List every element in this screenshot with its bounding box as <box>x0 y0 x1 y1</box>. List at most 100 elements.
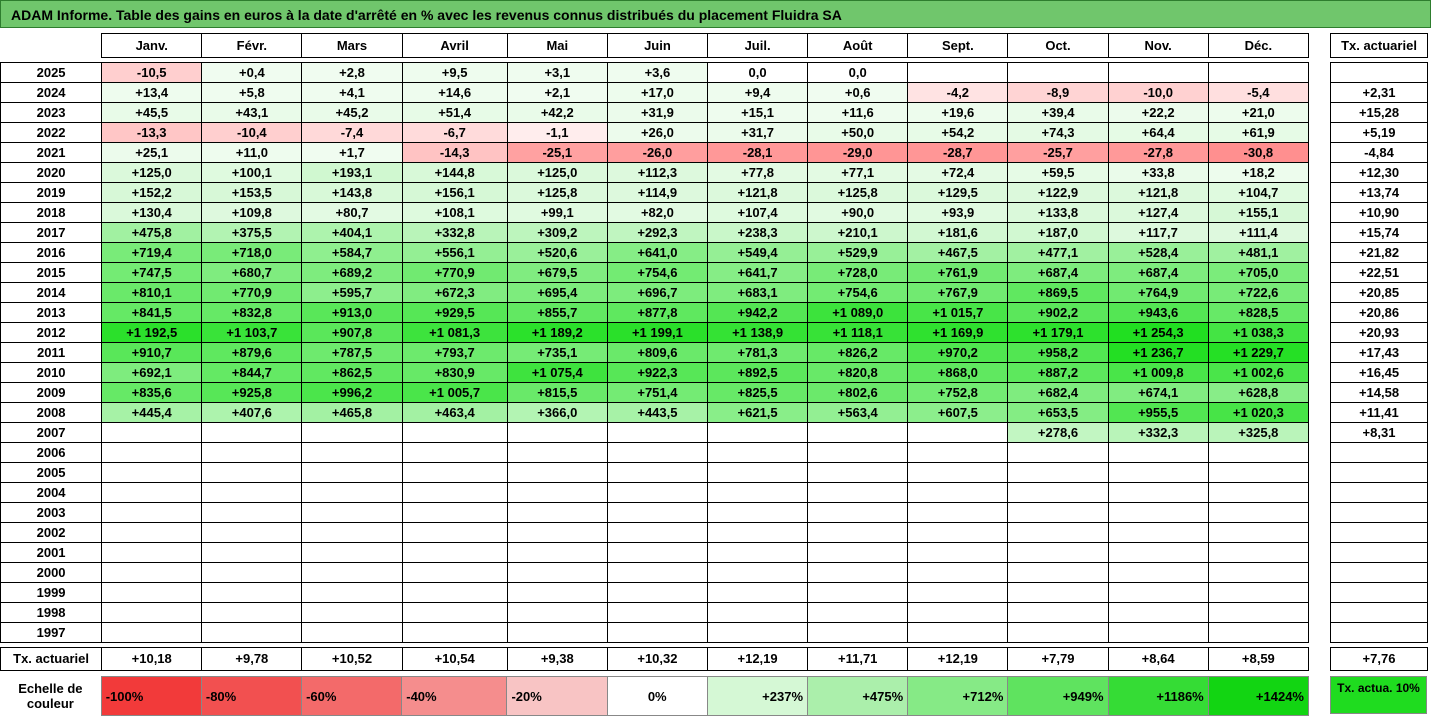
value-cell: +770,9 <box>201 282 303 303</box>
value-cell: +793,7 <box>401 342 508 363</box>
year-cell: 2021 <box>0 142 103 163</box>
value-cell: +907,8 <box>301 322 403 343</box>
table-row: 2016 +719,4 +718,0 +584,7 +556,1 +520,6 +641,0… <box>0 242 1310 263</box>
value-cell <box>807 462 909 483</box>
value-cell: +679,5 <box>506 262 608 283</box>
value-cell: +155,1 <box>1207 202 1310 223</box>
value-cell <box>907 522 1009 543</box>
value-cell <box>506 422 608 443</box>
value-cell: -28,7 <box>907 142 1009 163</box>
value-cell: -25,1 <box>506 142 608 163</box>
value-cell <box>401 422 508 443</box>
value-cell: +193,1 <box>301 162 403 183</box>
value-cell: +1 192,5 <box>101 322 203 343</box>
month-header: Avril <box>401 33 508 58</box>
value-cell <box>706 622 809 643</box>
value-cell: +152,2 <box>101 182 203 203</box>
value-cell: +929,5 <box>401 302 508 323</box>
table-row: 2025 -10,5 +0,4 +2,8 +9,5 +3,1 +3,6 0,0 0,0 <box>0 62 1310 83</box>
value-cell <box>1107 602 1209 623</box>
footer-cell: +9,78 <box>201 647 303 671</box>
value-cell: +31,7 <box>706 122 809 143</box>
value-cell <box>1207 542 1310 563</box>
value-cell: +125,8 <box>506 182 608 203</box>
value-cell <box>401 522 508 543</box>
month-header: Mai <box>506 33 608 58</box>
value-cell <box>201 502 303 523</box>
value-cell: +14,6 <box>401 82 508 103</box>
value-cell <box>201 582 303 603</box>
value-cell <box>1007 462 1109 483</box>
value-cell: +100,1 <box>201 162 303 183</box>
value-cell: +892,5 <box>706 362 809 383</box>
value-cell: +607,5 <box>907 402 1009 423</box>
value-cell <box>1007 502 1109 523</box>
tx-cell: +8,31 <box>1330 422 1428 443</box>
tx-cell <box>1330 62 1428 83</box>
table-row: 2009 +835,6 +925,8 +996,2 +1 005,7 +815,5 +751… <box>0 382 1310 403</box>
value-cell: +862,5 <box>301 362 403 383</box>
value-cell <box>506 442 608 463</box>
value-cell: +705,0 <box>1207 262 1310 283</box>
tx-actuariel-table: Tx. actuariel +2,31 +15,28 +5,19 -4,84 +12,30… <box>1330 33 1428 671</box>
value-cell <box>401 542 508 563</box>
value-cell <box>807 582 909 603</box>
value-cell <box>807 542 909 563</box>
value-cell: -29,0 <box>807 142 909 163</box>
value-cell: +127,4 <box>1107 202 1209 223</box>
table-row: 2018 +130,4 +109,8 +80,7 +108,1 +99,1 +82,0 +10… <box>0 202 1310 223</box>
value-cell <box>807 622 909 643</box>
year-cell: 2002 <box>0 522 103 543</box>
value-cell: +463,4 <box>401 402 508 423</box>
value-cell: +18,2 <box>1207 162 1310 183</box>
footer-cell: +7,79 <box>1007 647 1109 671</box>
value-cell: +332,8 <box>401 222 508 243</box>
value-cell <box>506 482 608 503</box>
month-header: Août <box>807 33 909 58</box>
value-cell: -13,3 <box>101 122 203 143</box>
tx-cell <box>1330 502 1428 523</box>
value-cell: +680,7 <box>201 262 303 283</box>
value-cell <box>706 582 809 603</box>
value-cell: +815,5 <box>506 382 608 403</box>
value-cell: +621,5 <box>706 402 809 423</box>
value-cell <box>201 602 303 623</box>
value-cell <box>706 522 809 543</box>
value-cell: +1 002,6 <box>1207 362 1310 383</box>
color-scale: Echelle de couleur -100% -80% -60% -40% -20% 0… <box>0 676 1310 716</box>
value-cell <box>201 462 303 483</box>
value-cell <box>606 502 709 523</box>
value-cell: +683,1 <box>706 282 809 303</box>
month-header: Juin <box>606 33 709 58</box>
table-row: 2023 +45,5 +43,1 +45,2 +51,4 +42,2 +31,9 +15,1 +… <box>0 102 1310 123</box>
value-cell <box>907 62 1009 83</box>
footer-cell: +10,52 <box>301 647 403 671</box>
value-cell: +832,8 <box>201 302 303 323</box>
value-cell: +828,5 <box>1207 302 1310 323</box>
gains-table: Janv. Févr. Mars Avril Mai Juin Juil. Août Sept.… <box>0 33 1310 671</box>
footer-label: Tx. actuariel <box>0 647 103 671</box>
value-cell: +868,0 <box>907 362 1009 383</box>
value-cell: +64,4 <box>1107 122 1209 143</box>
value-cell: -8,9 <box>1007 82 1109 103</box>
value-cell: +835,6 <box>101 382 203 403</box>
value-cell: +556,1 <box>401 242 508 263</box>
value-cell: +1 229,7 <box>1207 342 1310 363</box>
value-cell: +825,5 <box>706 382 809 403</box>
year-cell: 2024 <box>0 82 103 103</box>
value-cell <box>1107 582 1209 603</box>
value-cell: +467,5 <box>907 242 1009 263</box>
value-cell: +31,9 <box>606 102 709 123</box>
value-cell <box>201 482 303 503</box>
scale-swatch: -20% <box>506 676 608 716</box>
scale-swatch: +1186% <box>1107 676 1209 716</box>
value-cell <box>101 542 203 563</box>
value-cell: +107,4 <box>706 202 809 223</box>
table-row: 2014 +810,1 +770,9 +595,7 +672,3 +695,4 +696,7… <box>0 282 1310 303</box>
value-cell: +238,3 <box>706 222 809 243</box>
value-cell: +695,4 <box>506 282 608 303</box>
value-cell <box>301 422 403 443</box>
year-cell: 2014 <box>0 282 103 303</box>
value-cell <box>1207 522 1310 543</box>
year-cell: 2025 <box>0 62 103 83</box>
